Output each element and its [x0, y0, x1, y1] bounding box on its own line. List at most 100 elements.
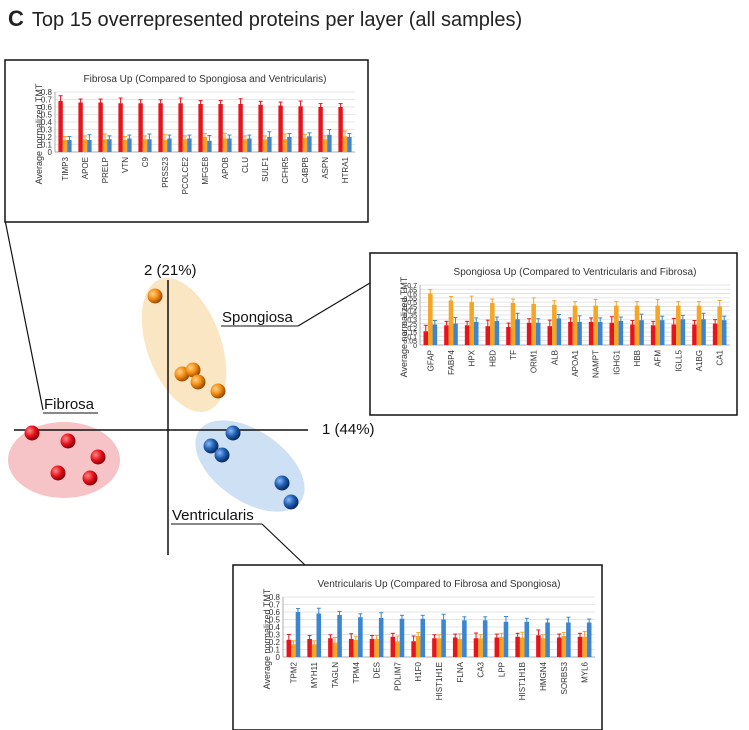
inset-title: Fibrosa Up (Compared to Spongiosa and Ve…: [84, 74, 327, 85]
bar: [717, 306, 722, 345]
bar: [452, 637, 458, 657]
bar: [287, 137, 292, 152]
pca-point: [274, 475, 290, 491]
bar: [506, 327, 511, 345]
bar: [295, 612, 301, 657]
y-tick-label: 0.65: [403, 287, 417, 294]
y-tick-label: 0.5: [269, 616, 281, 625]
x-tick-label: ASPN: [321, 157, 330, 179]
bar: [536, 635, 541, 657]
bar: [267, 137, 272, 152]
bar: [473, 638, 479, 657]
bar: [62, 140, 68, 152]
y-tick-label: 0.55: [403, 296, 417, 303]
bar: [286, 639, 292, 657]
y-tick-label: 0.35: [403, 313, 417, 320]
pca-axis-2-label: 2 (21%): [144, 262, 197, 279]
pca-point: [225, 425, 241, 441]
x-tick-label: PRELP: [101, 157, 110, 183]
bar: [609, 322, 615, 345]
pca-point: [82, 470, 98, 486]
x-tick-label: NAMPT: [592, 350, 601, 378]
bar: [469, 302, 474, 345]
y-tick-label: 0.2: [407, 326, 417, 333]
bar: [98, 102, 103, 152]
bar: [307, 639, 312, 657]
bar: [441, 619, 446, 657]
x-tick-label: HTRA1: [341, 156, 350, 183]
bar: [327, 134, 332, 152]
bar: [342, 136, 348, 152]
y-tick-label: 0.3: [407, 317, 417, 324]
bar: [322, 139, 328, 152]
y-tick-label: 0: [276, 653, 281, 662]
x-tick-label: LPP: [497, 662, 506, 677]
bar: [82, 139, 88, 152]
bar: [222, 138, 228, 152]
x-tick-label: FLNA: [456, 661, 465, 682]
x-tick-label: C9: [141, 156, 150, 167]
bar: [87, 140, 92, 152]
bar: [676, 305, 681, 345]
x-tick-label: TPM4: [352, 661, 361, 683]
x-tick-label: SULF1: [261, 156, 270, 181]
ventricularis-connector: [261, 523, 306, 566]
bar: [378, 618, 384, 657]
y-tick-label: 0.2: [269, 638, 281, 647]
bar: [478, 638, 483, 657]
bar: [457, 639, 463, 657]
bar: [485, 326, 491, 345]
x-tick-label: APOA1: [571, 349, 580, 376]
y-tick-label: 0.5: [407, 300, 417, 307]
y-tick-label: 0.1: [269, 646, 281, 655]
bar: [432, 638, 437, 657]
bar: [420, 618, 426, 657]
bar: [167, 138, 172, 152]
y-tick-label: 0.6: [269, 608, 281, 617]
y-tick-label: 0.6: [407, 292, 417, 299]
bar: [118, 103, 123, 152]
bar: [353, 639, 359, 657]
pca-point: [214, 447, 230, 463]
x-tick-label: TF: [509, 350, 518, 360]
bar: [515, 319, 520, 345]
bar: [494, 637, 500, 657]
pca-point: [203, 438, 219, 454]
y-axis-label: Average normalized TMT: [34, 83, 44, 184]
bar: [547, 326, 553, 345]
bar: [515, 636, 520, 657]
x-tick-label: HBD: [488, 350, 497, 367]
y-tick-label: 0.25: [403, 322, 417, 329]
pca-point: [190, 374, 206, 390]
bar: [696, 305, 702, 345]
bar: [545, 622, 550, 657]
spongiosa-cluster-ellipse: [141, 278, 227, 412]
bar: [198, 104, 203, 152]
y-tick-label: 0.6: [41, 103, 53, 112]
y-tick-label: 0: [48, 148, 53, 157]
bar: [348, 639, 354, 657]
y-axis-label: Average normalized TMT: [262, 588, 272, 689]
bar: [630, 324, 635, 345]
y-tick-label: 0.1: [41, 141, 53, 150]
bar: [499, 636, 504, 657]
fibrosa-connector: [4, 219, 44, 411]
y-tick-label: 0.3: [41, 126, 53, 135]
bar: [316, 613, 322, 657]
bar: [122, 140, 128, 152]
bar: [307, 136, 312, 152]
x-tick-label: H1F0: [414, 661, 423, 681]
bar: [102, 139, 108, 152]
x-tick-label: HIST1H1E: [435, 662, 444, 700]
bar: [262, 139, 268, 152]
y-tick-label: 0.5: [41, 111, 53, 120]
bar: [639, 320, 644, 345]
pca-point: [90, 449, 106, 465]
x-tick-label: TAGLN: [331, 662, 340, 688]
bar: [510, 303, 516, 345]
spongiosa-label: Spongiosa: [222, 309, 294, 326]
bar: [374, 639, 379, 657]
ventricularis-up-chart: Ventricularis Up (Compared to Fibrosa an…: [232, 564, 603, 730]
x-tick-label: MYL6: [581, 661, 590, 682]
panel-title: C Top 15 overrepresented proteins per lay…: [8, 6, 522, 32]
